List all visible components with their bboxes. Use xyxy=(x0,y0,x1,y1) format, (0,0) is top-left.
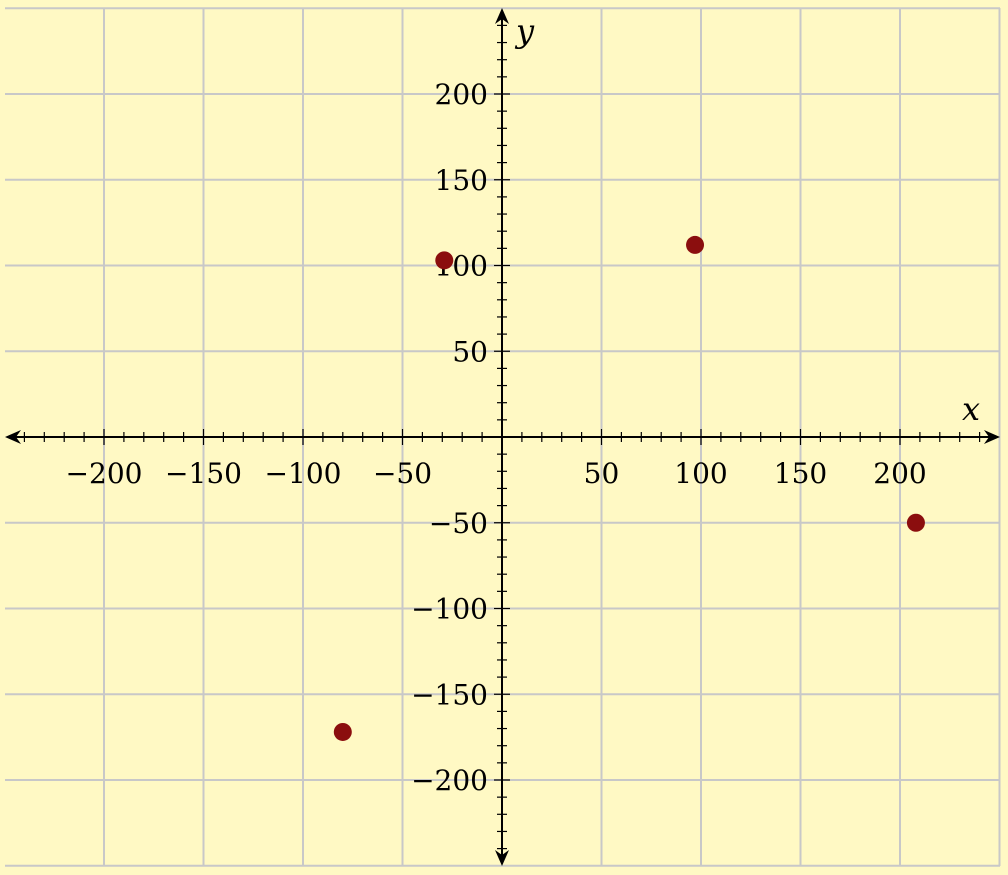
x-tick-label: 100 xyxy=(674,457,727,490)
y-axis-label: y xyxy=(514,12,535,50)
x-tick-label: −200 xyxy=(66,457,143,490)
x-tick-label: −150 xyxy=(165,457,242,490)
y-tick-label: 150 xyxy=(435,164,488,197)
y-axis-arrow-up xyxy=(495,8,509,24)
x-axis-arrow-left xyxy=(5,430,21,444)
y-axis-arrow-down xyxy=(495,850,509,866)
y-tick-label: 50 xyxy=(452,335,488,368)
y-tick-label: −50 xyxy=(429,507,488,540)
x-tick-label: 200 xyxy=(873,457,926,490)
y-tick-label: −100 xyxy=(411,593,488,626)
data-point xyxy=(906,513,925,532)
data-point xyxy=(686,235,705,254)
x-tick-label: −100 xyxy=(265,457,342,490)
y-tick-label: −200 xyxy=(411,764,488,797)
axes: −200 −150 −100 −50 50 100 150 20020015010050−50… xyxy=(5,8,1000,866)
data-point xyxy=(435,251,454,270)
x-tick-label: −50 xyxy=(373,457,432,490)
x-tick-label: 150 xyxy=(774,457,827,490)
minor-ticks xyxy=(23,24,981,850)
tick-labels: −200 −150 −100 −50 50 100 150 20020015010050−50… xyxy=(66,78,927,797)
y-tick-label: −150 xyxy=(411,678,488,711)
data-point xyxy=(333,722,352,741)
x-tick-label: 50 xyxy=(584,457,620,490)
x-axis-arrow-right xyxy=(984,430,1000,444)
x-axis-label: x xyxy=(962,390,980,428)
data-points xyxy=(333,235,925,741)
y-tick-label: 200 xyxy=(435,78,488,111)
